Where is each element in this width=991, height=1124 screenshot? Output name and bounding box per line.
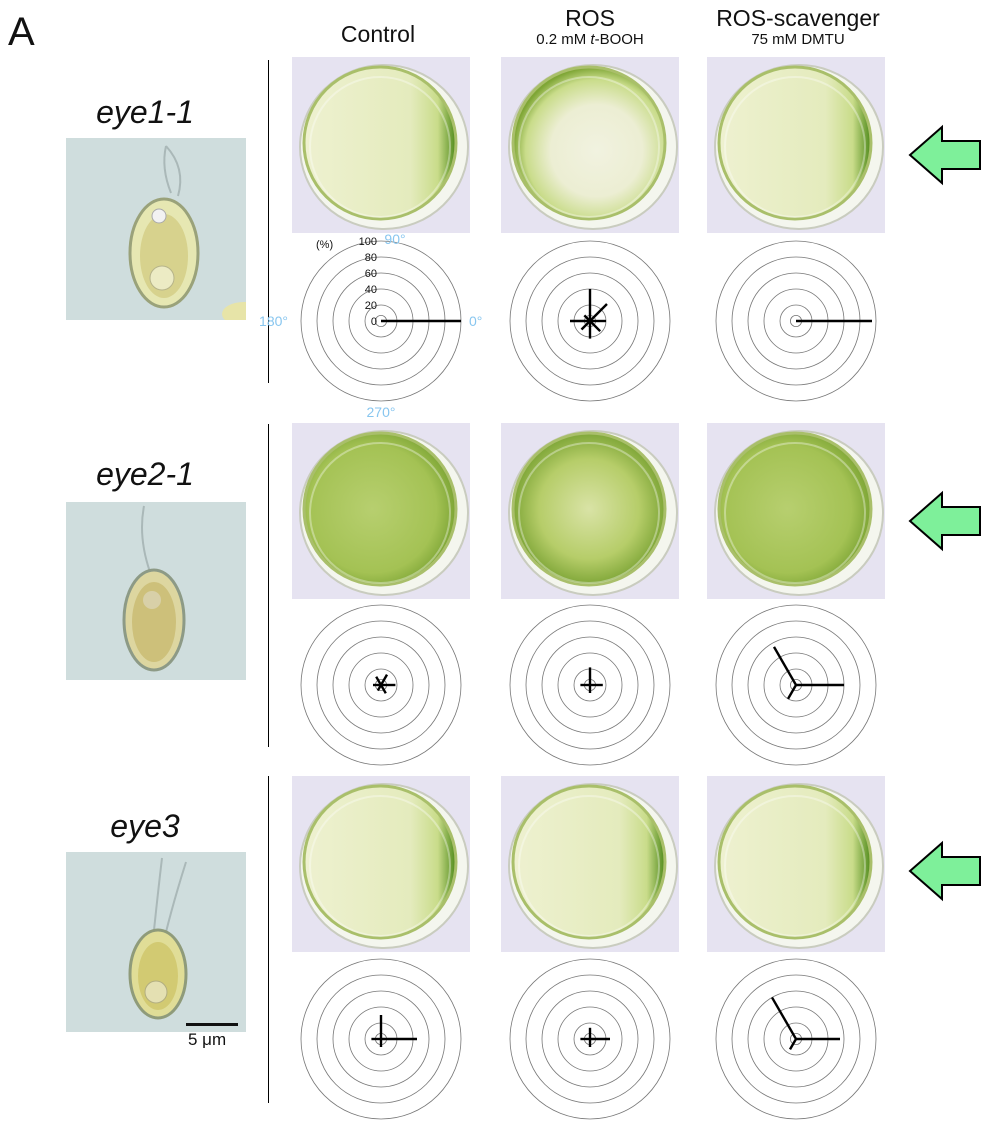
column-title: Control (340, 21, 416, 47)
polar-histogram (715, 958, 877, 1120)
petri-dish (501, 57, 679, 233)
light-direction-arrow-icon (908, 490, 981, 552)
light-direction-arrow-icon (908, 124, 981, 186)
polar-histogram (715, 240, 877, 402)
light-direction-arrow-icon (908, 840, 981, 902)
angle-label-left: 180° (259, 313, 288, 329)
polar-bar (770, 996, 798, 1040)
petri-dish (707, 423, 885, 599)
strain-title-eye2-1: eye2-1 (96, 456, 194, 492)
polar-tick-label: 80 (365, 252, 377, 264)
strain-title-eye3: eye3 (110, 808, 180, 844)
polar-histogram (509, 240, 671, 402)
polar-histogram (509, 958, 671, 1120)
row-divider (268, 776, 269, 1103)
column-subtitle: 75 mM DMTU (751, 31, 845, 49)
polar-tick-label: 0 (371, 316, 377, 328)
column-subtitle: 0.2 mM t-BOOH (536, 31, 644, 49)
column-title: ROS-scavenger (716, 5, 880, 31)
polar-bar (788, 1038, 798, 1050)
angle-label-bottom: 270° (367, 404, 396, 420)
petri-dish (707, 57, 885, 233)
petri-dish (501, 423, 679, 599)
polar-histogram (300, 604, 462, 766)
polar-bar (786, 684, 798, 700)
petri-dish (292, 776, 470, 952)
angle-label-top: 90° (384, 231, 405, 247)
scale-bar (186, 1023, 238, 1026)
row-divider (268, 424, 269, 747)
petri-dish (501, 776, 679, 952)
column-title: ROS (565, 5, 615, 31)
column-header-control: Control (268, 22, 488, 46)
polar-unit-label: (%) (316, 239, 333, 251)
polar-bar (375, 676, 383, 686)
polar-histogram (509, 604, 671, 766)
scale-bar-label: 5 μm (188, 1030, 227, 1049)
polar-bar (379, 684, 387, 694)
polar-histogram (300, 958, 462, 1120)
polar-histogram: (%) 100 80 60 40 20 0 90° 180° 0° 270° (259, 231, 482, 420)
angle-label-right: 0° (469, 313, 482, 329)
polar-bar (589, 320, 602, 333)
polar-bar (580, 320, 591, 331)
polar-tick-label: 20 (365, 300, 377, 312)
strain-title-eye1-1: eye1-1 (96, 94, 194, 130)
polar-tick-label: 60 (365, 268, 377, 280)
polar-bar (379, 674, 389, 686)
cell-micrograph-eye3 (66, 852, 246, 1032)
cell-micrograph-eye1-1 (66, 138, 246, 320)
polar-bar (772, 646, 798, 686)
column-header-ros-scavenger: ROS-scavenger 75 mM DMTU (688, 6, 908, 48)
polar-tick-label: 40 (365, 284, 377, 296)
column-header-ros: ROS 0.2 mM t-BOOH (480, 6, 700, 48)
polar-histogram (715, 604, 877, 766)
polar-tick-label: 100 (359, 236, 377, 248)
panel-label: A (8, 10, 35, 54)
cell-micrograph-eye2-1 (66, 502, 246, 680)
petri-dish (292, 57, 470, 233)
petri-dish (707, 776, 885, 952)
row-divider (268, 60, 269, 383)
polar-bar (589, 303, 608, 322)
petri-dish (292, 423, 470, 599)
